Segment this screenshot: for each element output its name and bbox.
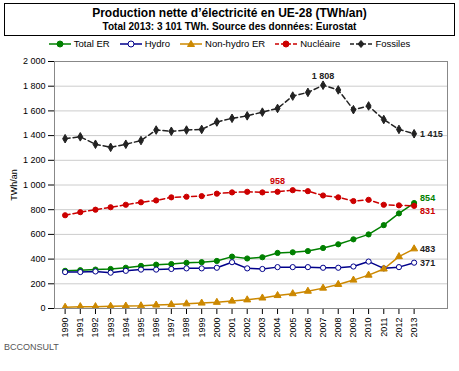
svg-text:1 600: 1 600 [23,106,46,116]
svg-text:1991: 1991 [75,318,85,338]
html-text:Nucléaire: Nucléaire [300,38,341,49]
svg-text:2013: 2013 [409,318,419,338]
svg-text:958: 958 [270,176,285,186]
svg-text:831: 831 [420,206,435,216]
html-text:Non-hydro ER: Non-hydro ER [205,38,266,49]
svg-text:2006: 2006 [303,318,313,338]
svg-text:1 000: 1 000 [23,180,46,190]
svg-text:1995: 1995 [136,318,146,338]
svg-text:2000: 2000 [212,318,222,338]
html-text:Hydro: Hydro [144,38,170,49]
svg-text:483: 483 [420,244,435,254]
svg-text:TWh/an: TWh/an [9,169,19,201]
svg-text:371: 371 [420,258,435,268]
svg-text:400: 400 [30,254,45,264]
svg-text:2004: 2004 [272,318,282,338]
svg-text:2008: 2008 [333,318,343,338]
svg-text:2003: 2003 [257,318,267,338]
svg-text:1994: 1994 [121,318,131,338]
svg-text:1 808: 1 808 [312,71,335,81]
svg-text:200: 200 [30,279,45,289]
svg-text:1 400: 1 400 [23,130,46,140]
svg-text:2002: 2002 [242,318,252,338]
html-text:Total 2013: 3 101 TWh. Source: Total 2013: 3 101 TWh. Source des donnée… [102,21,357,32]
svg-text:1990: 1990 [60,318,70,338]
svg-text:1999: 1999 [197,318,207,338]
svg-text:1996: 1996 [151,318,161,338]
svg-text:800: 800 [30,205,45,215]
html-text:Fossiles: Fossiles [375,38,411,49]
svg-text:2 000: 2 000 [23,56,46,66]
svg-text:1998: 1998 [181,318,191,338]
svg-text:600: 600 [30,229,45,239]
svg-text:1 200: 1 200 [23,155,46,165]
svg-text:1992: 1992 [90,318,100,338]
svg-text:1997: 1997 [166,318,176,338]
svg-text:1 800: 1 800 [23,81,46,91]
html-text:Total ER: Total ER [73,38,110,49]
html-text:BCCONSULT: BCCONSULT [4,342,59,352]
svg-text:2010: 2010 [363,318,373,338]
svg-text:854: 854 [420,193,435,203]
svg-text:0: 0 [40,303,45,313]
svg-text:2007: 2007 [318,318,328,338]
svg-text:2011: 2011 [379,318,389,337]
svg-text:2012: 2012 [394,318,404,338]
html-text:Production nette d’électricité: Production nette d’électricité en UE-28 … [92,6,367,20]
svg-text:1 415: 1 415 [420,129,443,139]
svg-text:1993: 1993 [106,318,116,338]
svg-text:2005: 2005 [288,318,298,338]
svg-text:2001: 2001 [227,318,237,338]
svg-text:2009: 2009 [348,318,358,338]
